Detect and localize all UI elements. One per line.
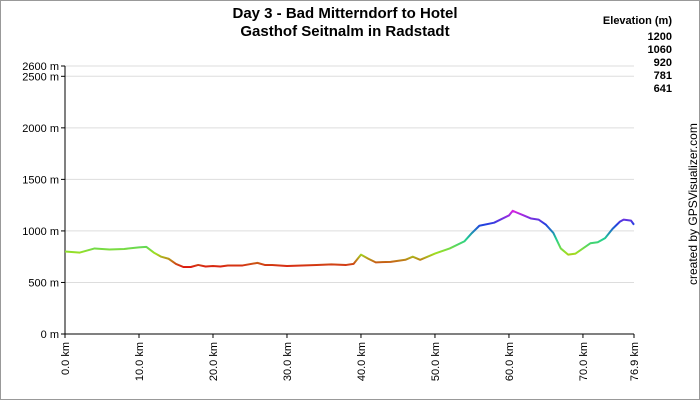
x-tick-label: 30.0 km	[282, 342, 294, 381]
y-tick-label: 2600 m	[22, 61, 59, 73]
legend-label: 920	[654, 57, 672, 69]
y-tick-label: 2500 m	[22, 71, 59, 83]
y-tick-label: 1000 m	[22, 226, 59, 238]
legend-label: 781	[654, 70, 672, 82]
x-tick-label: 20.0 km	[208, 342, 220, 381]
x-tick-label: 40.0 km	[356, 342, 368, 381]
legend-title: Elevation (m)	[603, 15, 672, 27]
y-tick-label: 2000 m	[22, 123, 59, 135]
y-tick-label: 1500 m	[22, 174, 59, 186]
x-tick-label: 10.0 km	[134, 342, 146, 381]
x-tick-label: 0.0 km	[60, 342, 72, 375]
legend-label: 1200	[648, 31, 672, 43]
chart-title: Gasthof Seitnalm in Radstadt	[240, 23, 449, 40]
x-tick-label: 50.0 km	[430, 342, 442, 381]
credit: created by GPSVisualizer.com	[686, 123, 700, 285]
x-tick-label: 76.9 km	[629, 342, 641, 381]
legend-label: 1060	[648, 44, 672, 56]
y-tick-label: 0 m	[41, 329, 59, 341]
chart-title: Day 3 - Bad Mitterndorf to Hotel	[232, 5, 457, 22]
x-tick-label: 70.0 km	[578, 342, 590, 381]
elevation-line	[64, 209, 635, 268]
y-tick-label: 500 m	[28, 277, 59, 289]
x-tick-label: 60.0 km	[504, 342, 516, 381]
legend-label: 641	[654, 83, 672, 95]
